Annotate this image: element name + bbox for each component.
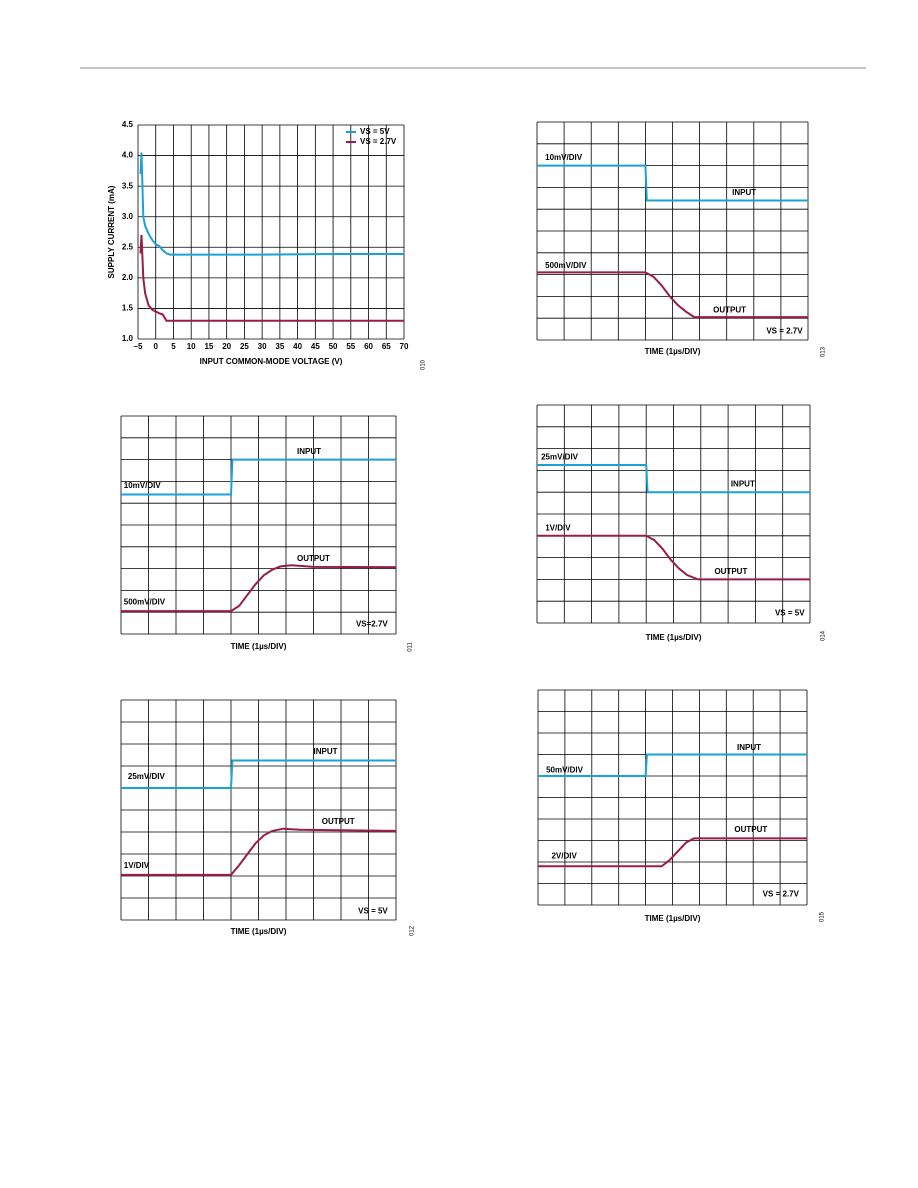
annotation: 500mV/DIV [124,597,166,606]
annotation: 25mV/DIV [128,772,166,781]
trace [537,464,810,494]
y-tick-label: 1.0 [122,334,134,343]
y-tick-label: 2.5 [122,242,134,251]
annotation: INPUT [737,743,761,752]
x-tick-label: 30 [258,342,267,351]
trace [537,534,810,581]
y-tick-label: 1.5 [122,304,134,313]
annotation: 1V/DIV [124,861,150,870]
annotation: OUTPUT [297,554,330,563]
annotation: 500mV/DIV [545,261,587,270]
y-axis-label: SUPPLY CURRENT (mA) [107,185,116,278]
figure-number: 014 [821,630,827,641]
annotation: VS = 5V [358,906,388,915]
figure-number: 015 [820,911,826,922]
x-tick-label: 70 [400,342,409,351]
annotation: INPUT [314,747,338,756]
y-tick-label: 2.0 [122,273,134,282]
annotation: OUTPUT [714,567,747,576]
annotation: VS = 2.7V [763,889,800,898]
x-tick-label: 50 [329,342,338,351]
trace [139,235,404,322]
x-tick-label: 35 [275,342,284,351]
annotation: OUTPUT [322,817,355,826]
x-axis-label: TIME (1µs/DIV) [231,927,287,936]
trace [121,759,396,789]
annotation: INPUT [732,188,756,197]
trace [121,458,396,496]
x-axis-label: TIME (1µs/DIV) [231,642,287,651]
figure-number: 011 [408,642,414,652]
x-tick-label: 60 [364,342,373,351]
x-axis-label: TIME (1µs/DIV) [646,633,702,642]
trace [121,564,397,613]
annotation: OUTPUT [713,306,746,315]
figure-number: 010 [421,359,427,370]
annotation: VS = 2.7V [766,326,803,335]
x-tick-label: 5 [171,342,176,351]
y-tick-label: 4.5 [122,120,134,129]
y-tick-label: 4.0 [122,151,134,160]
x-tick-label: –5 [134,342,143,351]
x-tick-label: 0 [154,342,159,351]
figure-number: 012 [410,925,416,936]
x-axis-label: TIME (1µs/DIV) [645,914,701,923]
x-tick-label: 10 [187,342,196,351]
annotation: 10mV/DIV [124,481,162,490]
legend-label: VS = 2.7V [360,137,397,146]
annotation: 2V/DIV [551,852,577,861]
y-tick-label: 3.5 [122,181,134,190]
x-axis-label: INPUT COMMON-MODE VOLTAGE (V) [200,357,343,366]
x-tick-label: 55 [346,342,355,351]
annotation: 10mV/DIV [545,153,583,162]
annotation: 50mV/DIV [546,766,584,775]
annotation: VS = 5V [775,608,805,617]
annotation: INPUT [731,480,755,489]
trace [139,152,404,256]
trace [537,271,808,319]
x-tick-label: 45 [311,342,320,351]
x-tick-label: 40 [293,342,302,351]
annotation: INPUT [297,447,321,456]
annotation: OUTPUT [734,825,767,834]
trace [121,827,397,876]
legend-label: VS = 5V [360,127,390,136]
x-axis-label: TIME (1µs/DIV) [645,347,701,356]
x-tick-label: 25 [240,342,249,351]
annotation: VS=2.7V [356,619,388,628]
annotation: 25mV/DIV [541,452,579,461]
trace [538,753,807,777]
trace [537,164,808,202]
trace [538,837,807,868]
x-tick-label: 20 [222,342,231,351]
x-tick-label: 65 [382,342,391,351]
figure-number: 013 [821,346,827,357]
x-tick-label: 15 [204,342,213,351]
y-tick-label: 3.0 [122,212,134,221]
annotation: 1V/DIV [545,523,571,532]
